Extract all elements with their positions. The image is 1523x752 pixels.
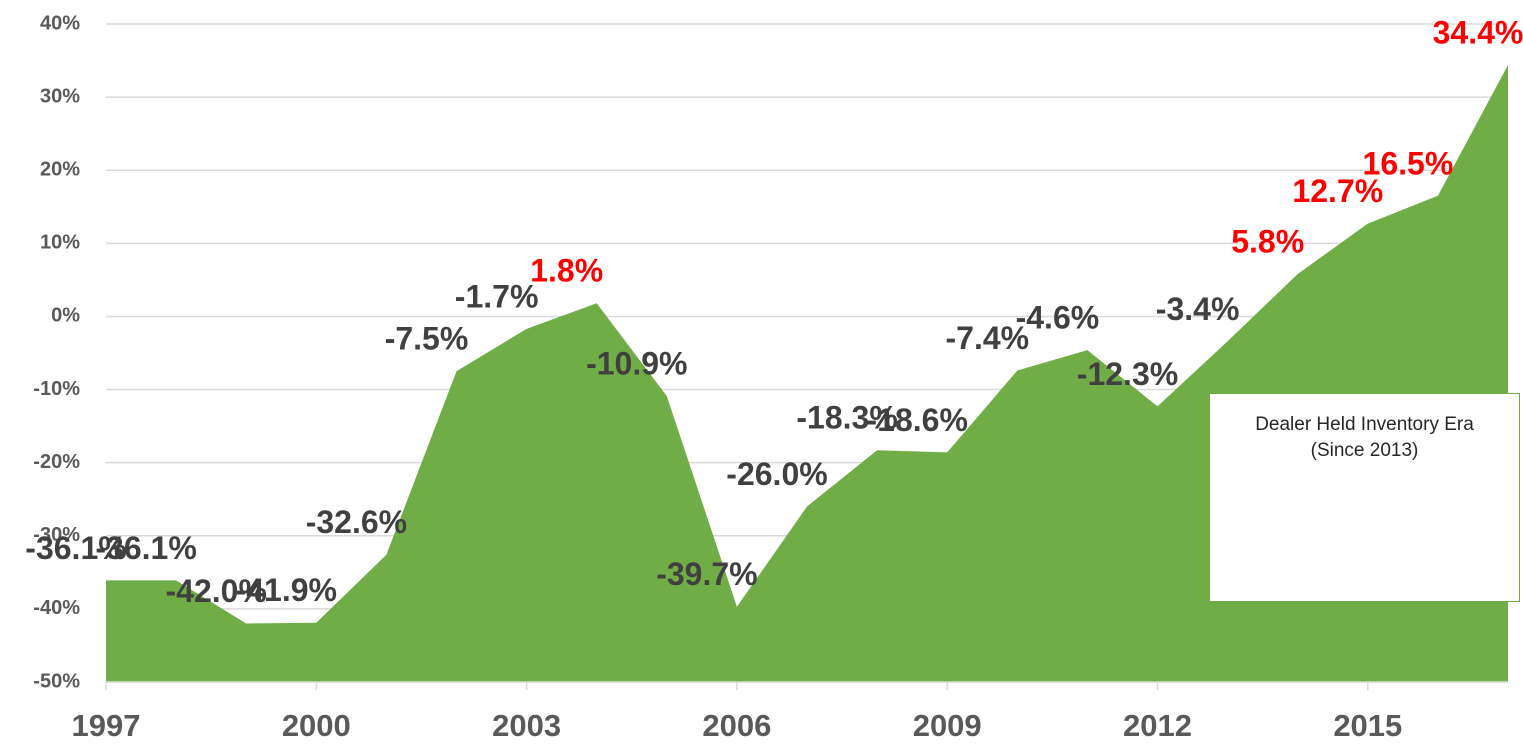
y-tick-label: -40%: [33, 597, 80, 619]
data-label: 34.4%: [1433, 14, 1523, 50]
data-label: -1.7%: [455, 278, 539, 314]
data-label: -41.9%: [236, 572, 337, 608]
data-label: -36.1%: [95, 530, 196, 566]
x-tick-label: 2012: [1123, 708, 1192, 743]
y-tick-label: 30%: [40, 85, 80, 107]
data-label: -18.3%: [796, 400, 897, 436]
data-label: 12.7%: [1292, 173, 1383, 209]
data-label: -26.0%: [726, 456, 827, 492]
area: [106, 64, 1508, 683]
data-label: 1.8%: [530, 253, 603, 289]
y-tick-label: 0%: [51, 305, 80, 327]
x-tick-label: 2000: [282, 708, 351, 743]
data-label: -39.7%: [656, 556, 757, 592]
x-tick-label: 2006: [702, 708, 771, 743]
data-label: -42.0%: [166, 573, 267, 609]
data-label: -32.6%: [306, 504, 407, 540]
data-label: -7.4%: [946, 320, 1030, 356]
data-label: -36.1%: [25, 530, 126, 566]
data-label: -3.4%: [1156, 291, 1240, 327]
data-label: -18.6%: [867, 402, 968, 438]
y-tick-label: -50%: [33, 670, 80, 692]
x-tick-label: 2003: [492, 708, 561, 743]
y-tick-label: -20%: [33, 451, 80, 473]
y-tick-label: -10%: [33, 378, 80, 400]
x-tick-label: 2009: [913, 708, 982, 743]
data-label: -7.5%: [385, 321, 469, 357]
data-label: 5.8%: [1231, 223, 1304, 259]
x-tick-label: 2015: [1333, 708, 1402, 743]
y-tick-label: 40%: [40, 12, 80, 34]
y-tick-label: 20%: [40, 159, 80, 181]
data-label: 16.5%: [1363, 145, 1454, 181]
data-label: -10.9%: [586, 346, 687, 382]
y-tick-label: 10%: [40, 232, 80, 254]
data-label: -4.6%: [1016, 300, 1100, 336]
data-label: -12.3%: [1077, 356, 1178, 392]
annotation-box: Dealer Held Inventory Era (Since 2013): [1209, 393, 1520, 602]
x-tick-label: 1997: [72, 708, 141, 743]
y-tick-label: -30%: [33, 524, 80, 546]
